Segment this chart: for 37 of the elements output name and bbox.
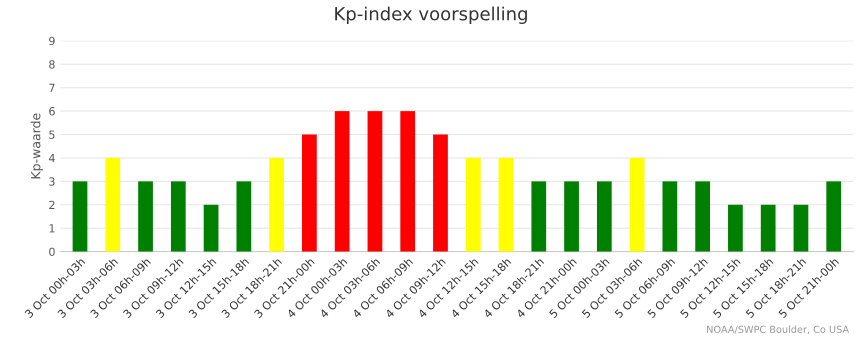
y-tick-label: 5 <box>49 130 55 139</box>
bar <box>794 204 808 252</box>
y-tick-label: 0 <box>49 248 55 256</box>
y-tick-label: 6 <box>49 107 55 116</box>
bar <box>564 181 579 252</box>
bar <box>826 181 842 252</box>
y-tick-label: 9 <box>49 36 55 46</box>
bar <box>433 134 448 252</box>
bar <box>170 181 186 252</box>
y-tick-label: 7 <box>49 84 55 92</box>
y-axis-title: Kp-waarde <box>30 114 43 178</box>
bar <box>236 181 252 252</box>
y-tick-label: 8 <box>49 60 55 69</box>
y-tick-label: 4 <box>48 154 55 162</box>
bar <box>596 181 612 252</box>
bar <box>105 158 120 252</box>
y-tick-label: 3 <box>49 177 55 186</box>
y-tick-label: 1 <box>50 224 54 232</box>
bar <box>466 158 481 252</box>
bar <box>760 204 776 252</box>
bar <box>138 181 153 252</box>
bar <box>662 181 678 252</box>
bar <box>531 181 546 252</box>
bar <box>728 204 743 252</box>
bar <box>204 204 218 252</box>
bar <box>269 158 284 252</box>
bar <box>368 111 382 252</box>
bar <box>400 111 416 252</box>
bar <box>498 158 514 252</box>
bar <box>695 181 710 252</box>
bar <box>334 111 350 252</box>
bar <box>72 181 88 252</box>
bar <box>630 158 644 252</box>
y-tick-label: 2 <box>49 200 54 209</box>
bar <box>302 134 317 252</box>
chart-title: Kp-index voorspelling <box>335 6 527 24</box>
text: NOAA/SWPC Boulder, Co USA <box>707 325 849 334</box>
